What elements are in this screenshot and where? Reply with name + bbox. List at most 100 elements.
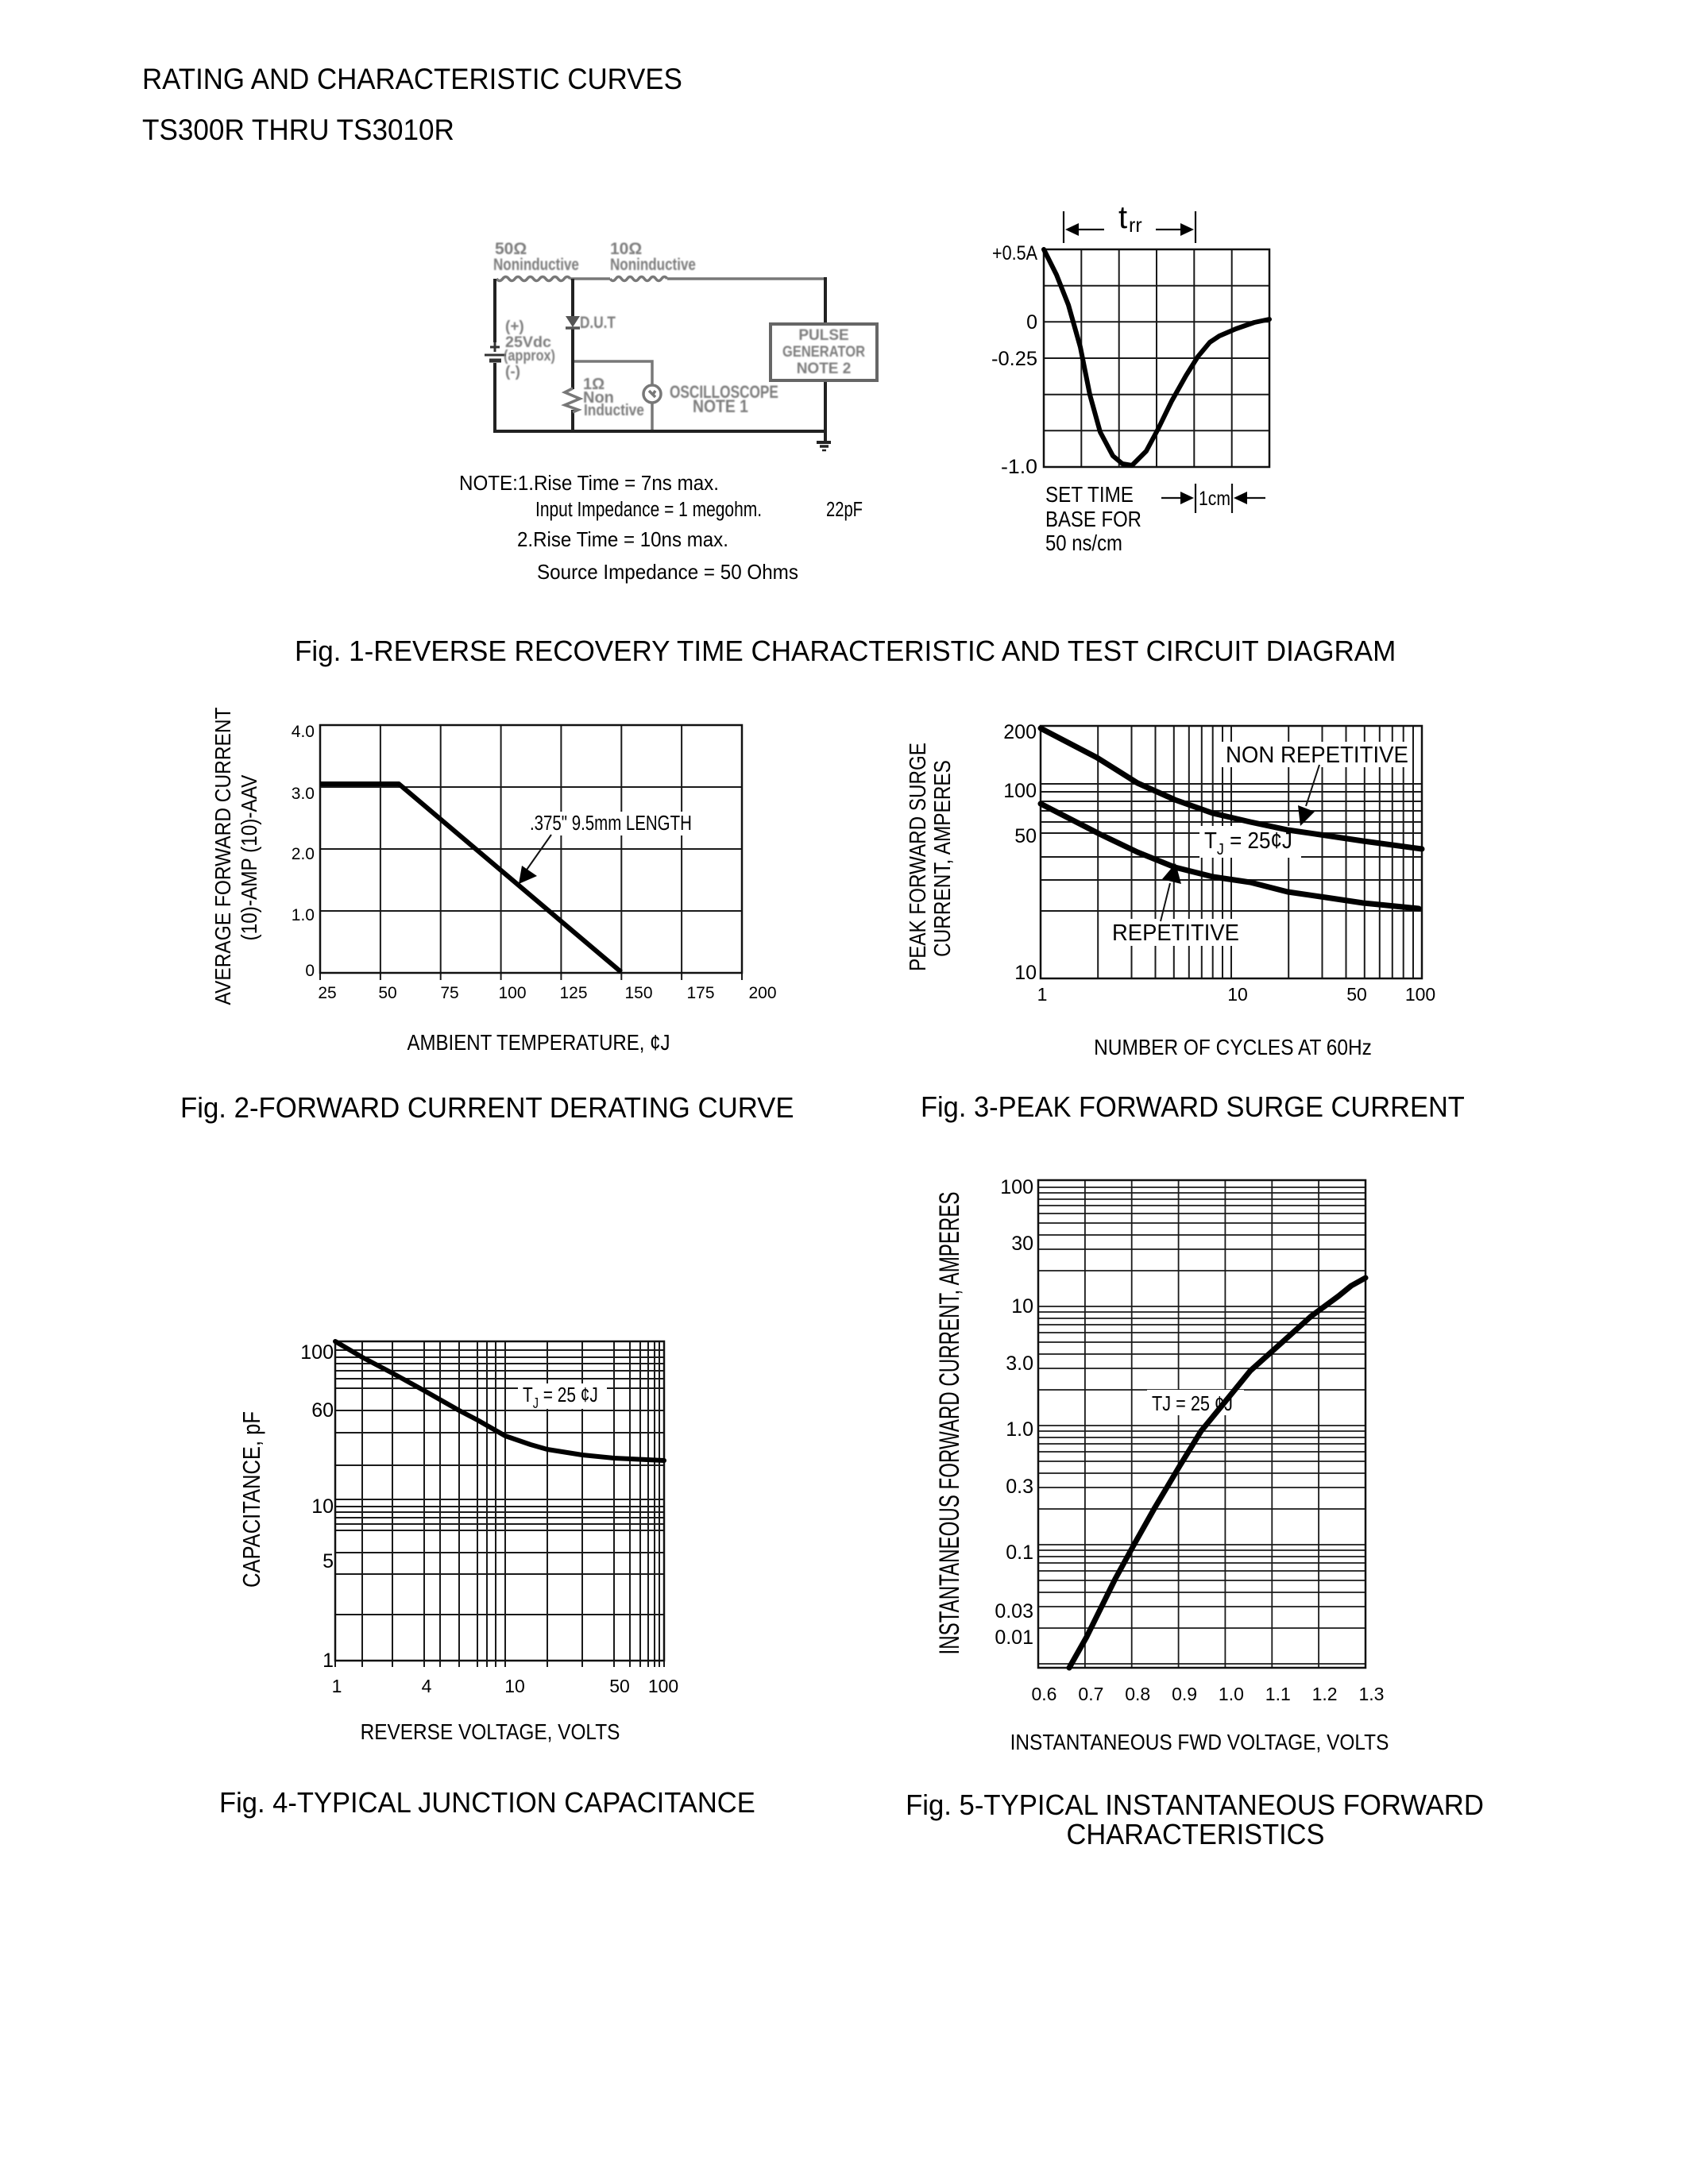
svg-text:+0.5A: +0.5A [992,242,1037,264]
svg-text:CAPACITANCE, pF: CAPACITANCE, pF [238,1411,266,1588]
svg-text:.375" 9.5mm LENGTH: .375" 9.5mm LENGTH [530,812,692,835]
svg-text:0.3: 0.3 [1006,1476,1033,1498]
svg-text:2.Rise Time = 10ns max.: 2.Rise Time = 10ns max. [517,528,728,551]
svg-text:Noninductive: Noninductive [493,256,579,274]
svg-text:(-): (-) [505,364,520,380]
svg-text:0.9: 0.9 [1172,1684,1197,1704]
svg-text:100: 100 [300,1341,334,1364]
svg-text:0.01: 0.01 [995,1626,1033,1649]
svg-text:0.03: 0.03 [995,1600,1033,1623]
svg-text:50 ns/cm: 50 ns/cm [1045,530,1122,555]
svg-text:10: 10 [311,1495,334,1518]
svg-text:4: 4 [422,1676,432,1696]
svg-text:NOTE 1: NOTE 1 [693,397,748,416]
svg-text:Inductive: Inductive [584,401,644,419]
svg-text:1.2: 1.2 [1312,1684,1338,1704]
svg-text:1cm: 1cm [1199,487,1230,509]
svg-text:REVERSE VOLTAGE, VOLTS: REVERSE VOLTAGE, VOLTS [361,1719,620,1744]
svg-text:4.0: 4.0 [292,723,315,741]
svg-text:50: 50 [1346,984,1367,1005]
svg-text:25Vdc: 25Vdc [505,334,551,351]
svg-text:1Ω: 1Ω [583,376,605,393]
svg-text:100: 100 [648,1676,678,1696]
svg-text:(10)-AMP (10)-AAV: (10)-AMP (10)-AAV [236,774,261,940]
svg-text:AMBIENT TEMPERATURE, ¢J: AMBIENT TEMPERATURE, ¢J [407,1029,670,1055]
svg-text:3.0: 3.0 [1006,1352,1033,1375]
svg-text:NUMBER OF CYCLES AT 60Hz: NUMBER OF CYCLES AT 60Hz [1094,1034,1372,1059]
svg-text:50: 50 [378,984,396,1002]
svg-text:0: 0 [305,962,315,980]
svg-text:Fig. 2-FORWARD CURRENT DERATIN: Fig. 2-FORWARD CURRENT DERATING CURVE [180,1092,794,1124]
svg-text:50: 50 [1014,825,1037,847]
svg-text:Fig. 3-PEAK FORWARD SURGE CURR: Fig. 3-PEAK FORWARD SURGE CURRENT [921,1091,1465,1123]
svg-text:175: 175 [686,984,714,1002]
svg-text:10: 10 [1227,984,1248,1005]
svg-text:1.0: 1.0 [1219,1684,1244,1704]
svg-text:TJ = 25 ¢J: TJ = 25 ¢J [1152,1392,1233,1415]
svg-text:PULSE: PULSE [798,327,848,344]
svg-text:1: 1 [1037,984,1048,1005]
svg-text:BASE FOR: BASE FOR [1045,506,1141,531]
svg-text:50Ω: 50Ω [495,240,527,258]
svg-text:125: 125 [559,984,587,1002]
svg-text:1.0: 1.0 [292,906,315,924]
svg-text:10Ω: 10Ω [610,240,642,258]
svg-text:Noninductive: Noninductive [610,256,696,274]
svg-text:5: 5 [323,1550,334,1572]
svg-text:PEAK FORWARD SURGE: PEAK FORWARD SURGE [905,743,931,971]
svg-text:-1.0: -1.0 [1001,457,1037,478]
svg-text:22pF: 22pF [826,498,863,521]
svg-text:100: 100 [498,984,526,1002]
svg-text:0.8: 0.8 [1125,1684,1150,1704]
svg-text:30: 30 [1011,1233,1033,1255]
svg-text:AVERAGE FORWARD CURRENT: AVERAGE FORWARD CURRENT [210,708,235,1005]
svg-text:200: 200 [1003,721,1037,743]
svg-text:2.0: 2.0 [292,845,315,863]
svg-text:(+): (+) [505,318,524,335]
svg-text:(approx): (approx) [504,347,555,364]
svg-text:INSTANTANEOUS FWD VOLTAGE, VOL: INSTANTANEOUS FWD VOLTAGE, VOLTS [1010,1729,1389,1754]
svg-text:1: 1 [323,1650,334,1672]
svg-text:t: t [1118,200,1127,235]
svg-text:100: 100 [1000,1176,1033,1198]
svg-text:GENERATOR: GENERATOR [782,343,865,360]
svg-text:60: 60 [311,1399,334,1422]
svg-text:10: 10 [504,1676,525,1696]
svg-text:150: 150 [624,984,652,1002]
svg-text:CURRENT, AMPERES: CURRENT, AMPERES [929,760,955,957]
svg-text:Source Impedance = 50 Ohms: Source Impedance = 50 Ohms [537,561,798,584]
svg-text:Fig. 4-TYPICAL JUNCTION CAPACI: Fig. 4-TYPICAL JUNCTION CAPACITANCE [219,1787,755,1819]
svg-text:NOTE:1.Rise Time = 7ns max.: NOTE:1.Rise Time = 7ns max. [459,472,719,495]
svg-text:rr: rr [1129,214,1142,237]
svg-text:200: 200 [748,984,776,1002]
svg-text:INSTANTANEOUS FORWARD CURRENT,: INSTANTANEOUS FORWARD CURRENT, AMPERES [935,1192,965,1655]
svg-text:0.1: 0.1 [1006,1542,1033,1564]
svg-text:OSCILLOSCOPE: OSCILLOSCOPE [670,383,778,402]
svg-text:75: 75 [440,984,458,1002]
svg-text:100: 100 [1405,984,1435,1005]
svg-text:25: 25 [318,984,336,1002]
svg-text:REPETITIVE: REPETITIVE [1112,919,1239,945]
svg-text:SET TIME: SET TIME [1045,481,1134,507]
svg-text:50: 50 [609,1676,630,1696]
svg-text:D.U.T: D.U.T [580,314,616,333]
svg-text:1.0: 1.0 [1006,1418,1033,1441]
svg-text:TS300R THRU TS3010R: TS300R THRU TS3010R [142,113,454,146]
svg-text:0: 0 [1026,311,1037,334]
svg-text:10: 10 [1011,1295,1033,1318]
svg-text:Fig. 1-REVERSE RECOVERY TIME C: Fig. 1-REVERSE RECOVERY TIME CHARACTERIS… [295,635,1396,668]
svg-text:3.0: 3.0 [292,785,315,803]
svg-text:0.6: 0.6 [1032,1684,1057,1704]
svg-text:Fig. 5-TYPICAL INSTANTANEOUS F: Fig. 5-TYPICAL INSTANTANEOUS FORWARD [906,1789,1484,1821]
svg-text:1.1: 1.1 [1265,1684,1291,1704]
svg-text:-0.25: -0.25 [991,348,1037,370]
svg-text:Input Impedance = 1 megohm.: Input Impedance = 1 megohm. [535,499,762,522]
svg-text:Non: Non [583,389,614,407]
svg-text:10: 10 [1014,962,1037,984]
svg-text:CHARACTERISTICS: CHARACTERISTICS [1067,1819,1325,1850]
svg-text:RATING AND CHARACTERISTIC CURV: RATING AND CHARACTERISTIC CURVES [142,62,682,95]
svg-text:100: 100 [1003,780,1037,802]
svg-text:1.3: 1.3 [1359,1684,1385,1704]
svg-text:NON REPETITIVE: NON REPETITIVE [1226,741,1408,767]
svg-text:NOTE 2: NOTE 2 [797,361,852,377]
